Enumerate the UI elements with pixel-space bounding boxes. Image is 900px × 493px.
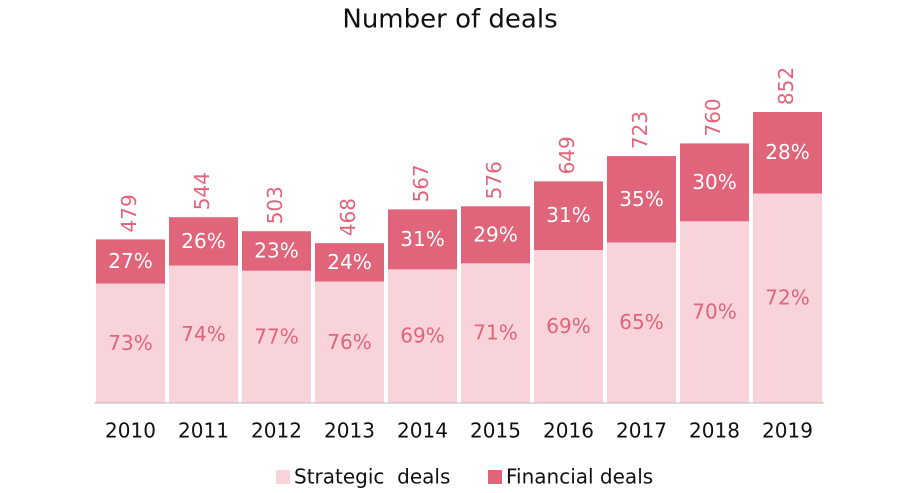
data-label: 27% [108,249,152,273]
bar-segment [753,193,822,403]
data-label: 26% [181,229,225,253]
x-tick-label: 2013 [324,419,375,443]
total-label: 479 [117,194,141,232]
bar-segment [680,221,749,403]
x-tick-label: 2015 [470,419,521,443]
data-label: 30% [692,170,736,194]
data-label: 23% [254,238,298,262]
bar-segment [461,206,530,264]
x-tick-label: 2019 [762,419,813,443]
x-tick-label: 2018 [689,419,740,443]
bar-segment [534,181,603,251]
x-tick-label: 2014 [397,419,448,443]
bar-segment [607,242,676,403]
total-label: 576 [482,161,506,199]
chart-title: Number of deals [342,5,557,35]
data-label: 28% [765,140,809,164]
bar-segment [96,283,165,403]
data-label: 76% [327,330,371,354]
data-label: 69% [400,324,444,348]
bar-segment [242,270,311,403]
legend-swatch [488,470,502,484]
total-label: 544 [190,172,214,210]
x-tick-label: 2016 [543,419,594,443]
total-label: 649 [555,136,579,174]
bar-segment [753,112,822,194]
x-tick-label: 2010 [105,419,156,443]
data-label: 73% [108,331,152,355]
bar-segment [96,239,165,284]
data-label: 69% [546,314,590,338]
legend-swatch [276,470,290,484]
data-label: 74% [181,322,225,346]
bar-segment [315,243,384,282]
bar-segment [534,250,603,403]
data-label: 72% [765,286,809,310]
bar-segment [169,217,238,266]
bar-segment [242,231,311,271]
bar-segment [607,156,676,243]
bar-segment [315,281,384,403]
total-label: 468 [336,198,360,236]
data-label: 24% [327,250,371,274]
bar-segment [680,143,749,222]
total-label: 760 [701,98,725,136]
bar-segment [388,269,457,403]
bar-segment [169,265,238,403]
data-label: 31% [546,203,590,227]
data-label: 31% [400,227,444,251]
total-label: 852 [774,67,798,105]
total-label: 723 [628,111,652,149]
data-label: 70% [692,300,736,324]
data-label: 71% [473,321,517,345]
legend-label: Strategic deals [294,465,450,489]
data-label: 35% [619,187,663,211]
x-tick-label: 2017 [616,419,667,443]
data-label: 65% [619,310,663,334]
total-label: 567 [409,164,433,202]
data-label: 29% [473,222,517,246]
data-label: 77% [254,324,298,348]
bar-segment [388,209,457,270]
total-label: 503 [263,186,287,224]
x-tick-label: 2011 [178,419,229,443]
bar-segment [461,263,530,403]
legend-label: Financial deals [506,465,653,489]
x-tick-label: 2012 [251,419,302,443]
